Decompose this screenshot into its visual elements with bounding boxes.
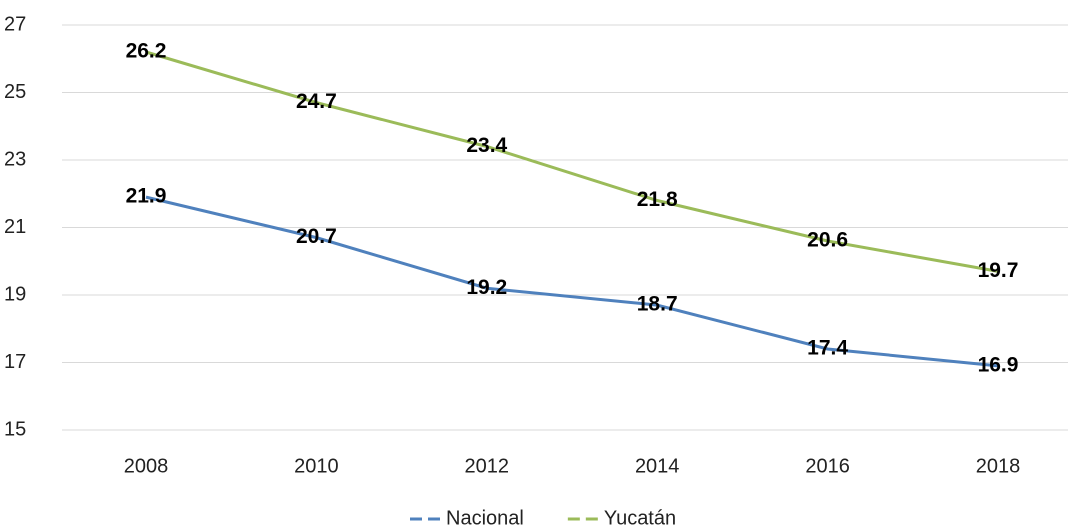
x-tick-label: 2012	[465, 455, 510, 477]
x-tick-label: 2018	[976, 455, 1021, 477]
data-label: 16.9	[978, 353, 1019, 376]
data-label: 21.8	[637, 188, 678, 211]
y-tick-label: 21	[4, 216, 26, 238]
y-tick-label: 25	[4, 81, 26, 103]
data-label: 24.7	[296, 90, 337, 113]
data-label: 17.4	[807, 337, 848, 360]
series-line	[145, 50, 999, 273]
data-label: 21.9	[126, 185, 167, 208]
x-tick-label: 2008	[124, 455, 169, 477]
data-label: 23.4	[466, 134, 507, 157]
y-tick-label: 17	[4, 351, 26, 373]
data-label: 20.7	[296, 225, 337, 248]
x-tick-label: 2016	[805, 455, 850, 477]
data-label: 26.2	[126, 40, 167, 63]
legend-label: Yucatán	[604, 507, 676, 529]
y-tick-label: 23	[4, 148, 26, 170]
legend-label: Nacional	[446, 507, 524, 529]
data-label: 20.6	[807, 229, 848, 252]
data-label: 19.2	[466, 276, 507, 299]
y-tick-label: 19	[4, 283, 26, 305]
series-line	[145, 195, 999, 368]
y-tick-label: 27	[4, 13, 26, 35]
data-label: 19.7	[978, 259, 1019, 282]
y-tick-label: 15	[4, 418, 26, 440]
x-tick-label: 2014	[635, 455, 680, 477]
x-tick-label: 2010	[294, 455, 339, 477]
data-label: 18.7	[637, 293, 678, 316]
